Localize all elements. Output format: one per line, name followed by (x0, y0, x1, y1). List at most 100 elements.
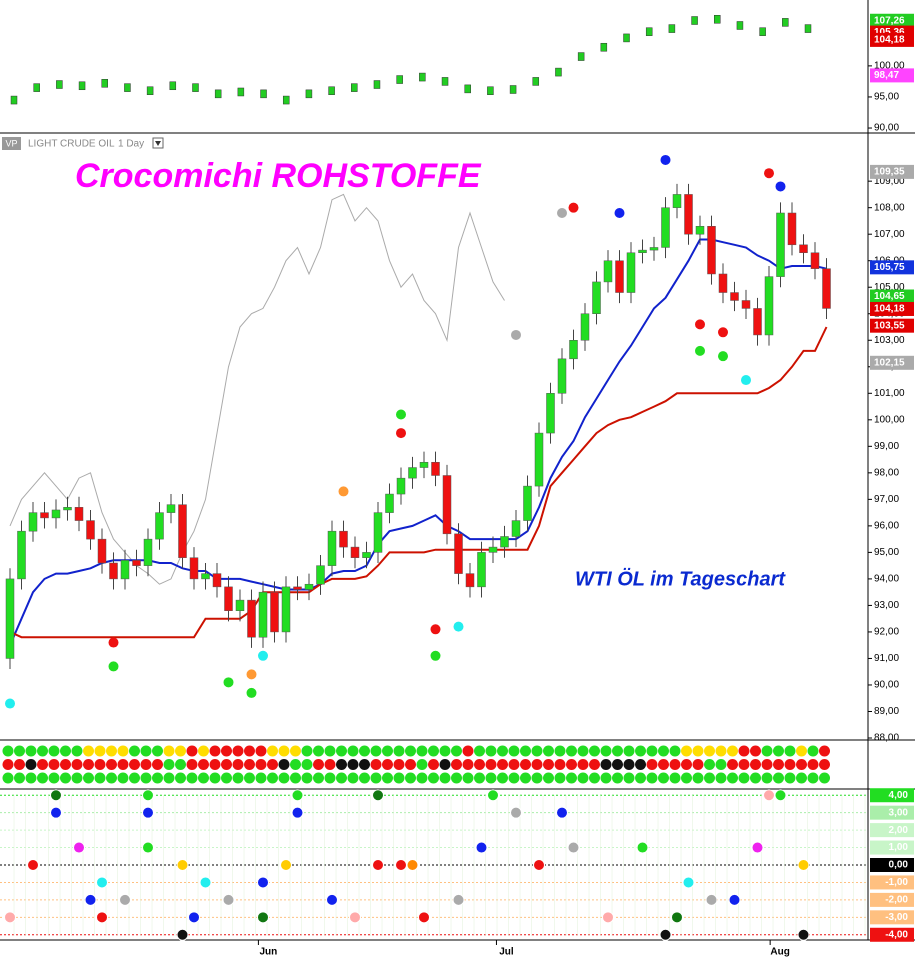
candle-body (350, 546, 360, 558)
candle-body (385, 493, 394, 513)
signal-dot (658, 772, 669, 784)
y-tick-label: 100,00 (874, 414, 905, 425)
signal-dot (152, 759, 163, 770)
candle-body (51, 509, 61, 519)
candle-body (373, 512, 383, 553)
y-tick-label: 96,00 (874, 521, 899, 532)
oscillator-point (774, 789, 787, 802)
price-label-box (870, 318, 914, 333)
signal-dot (439, 759, 451, 770)
candle-body (477, 552, 486, 588)
signal-dot (646, 759, 658, 770)
candle-body (546, 393, 555, 434)
signal-dot (704, 745, 715, 757)
oscillator-point (176, 859, 189, 871)
overview-candle (260, 89, 267, 99)
signal-dot (704, 772, 715, 784)
candle-body (132, 560, 141, 566)
overview-candle (282, 95, 290, 105)
signal-marker (108, 637, 119, 648)
signal-dot (129, 759, 140, 770)
candle-body (327, 530, 337, 566)
signal-dot (278, 772, 290, 784)
oscillator-point (96, 911, 108, 924)
candle-body (120, 560, 130, 580)
signal-dot (612, 759, 623, 770)
overview-candle (124, 83, 131, 92)
signal-dot (324, 772, 336, 784)
oscillator-point (395, 859, 407, 871)
overview-candle (464, 84, 471, 94)
signal-dot (267, 759, 278, 770)
overview-candle (668, 24, 676, 33)
candle-body (810, 252, 820, 269)
signal-dot (577, 745, 589, 757)
signal-dot (48, 745, 60, 757)
signal-dot (543, 745, 554, 757)
oscillator-point (372, 859, 384, 871)
signal-dot (359, 759, 370, 770)
signal-dot (290, 772, 301, 784)
candle-body (718, 273, 728, 293)
oscillator-point (487, 789, 499, 802)
y-tick-label: 107,00 (874, 229, 905, 240)
signal-dot (543, 772, 554, 784)
overview-candle (373, 80, 381, 89)
price-label: 98,47 (874, 70, 899, 81)
candle-body (247, 599, 256, 638)
overview-candle (645, 27, 653, 36)
oscillator-point (602, 911, 614, 924)
oscillator-point (475, 841, 488, 854)
y-tick-label: 3,00 (889, 807, 909, 818)
signal-dot (152, 745, 163, 757)
signal-dot (25, 745, 37, 757)
signal-dot (669, 745, 681, 757)
indicator-line (9, 326, 828, 639)
candle-body (40, 512, 49, 519)
candle-body (442, 475, 452, 535)
signal-dot (232, 745, 244, 757)
signal-dot (393, 745, 405, 757)
signal-dot (566, 772, 577, 784)
signal-marker (764, 168, 774, 179)
x-tick-label: Aug (770, 947, 789, 958)
overview-candle (10, 95, 18, 105)
oscillator-point (84, 893, 97, 906)
candle-body (776, 212, 785, 277)
candle-body (431, 461, 440, 476)
signal-dot (370, 772, 382, 784)
signal-dot (508, 745, 520, 757)
candle-body (224, 586, 233, 611)
y-tick-label: 91,00 (874, 653, 899, 664)
candle-body (178, 504, 187, 558)
signal-marker (246, 687, 257, 698)
y-tick-box (870, 875, 914, 890)
signal-marker (453, 621, 464, 632)
signal-dot (336, 759, 347, 770)
signal-dot (140, 759, 152, 770)
signal-marker (557, 207, 567, 218)
candle-body (707, 225, 716, 275)
signal-dot (129, 772, 140, 784)
signal-dot (313, 745, 324, 757)
x-tick-label: Jun (260, 947, 278, 958)
candle-body (787, 212, 797, 246)
signal-dot (681, 759, 692, 770)
price-label-box (870, 289, 914, 304)
signal-dot (669, 772, 681, 784)
candle-body (672, 194, 682, 208)
signal-dot (428, 759, 439, 770)
signal-marker (5, 698, 15, 709)
overview-candle (328, 86, 335, 95)
signal-dot (761, 745, 773, 757)
oscillator-point (257, 911, 269, 924)
signal-dot (692, 745, 704, 757)
signal-dot (359, 745, 370, 757)
candle-body (189, 557, 199, 580)
candle-body (488, 546, 498, 553)
oscillator-point (510, 806, 522, 819)
signal-dot (94, 745, 106, 757)
signal-dot (750, 759, 761, 770)
signal-dot (94, 772, 106, 784)
overview-candle (146, 86, 154, 95)
